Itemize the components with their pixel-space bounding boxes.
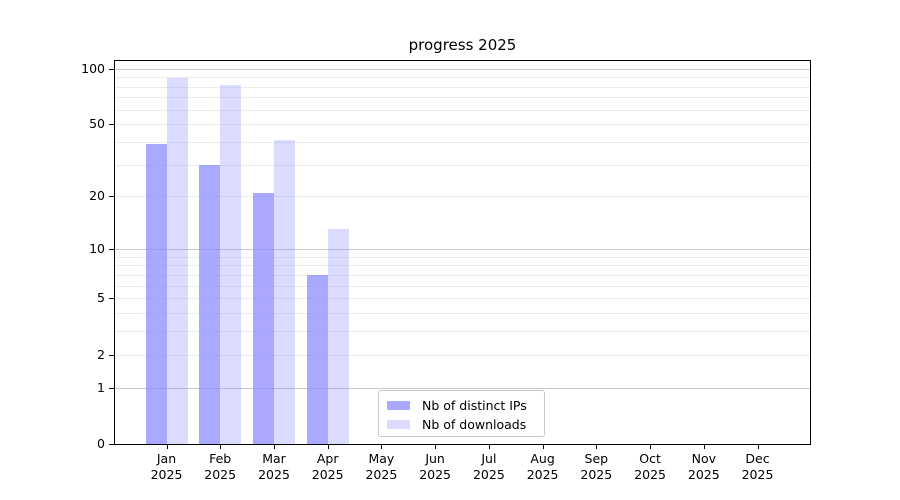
bar-downloads <box>166 78 188 444</box>
x-axis-tick <box>435 445 437 449</box>
x-axis-tick <box>703 445 705 449</box>
minor-gridline <box>115 124 810 126</box>
y-axis-tick <box>109 196 114 198</box>
legend-swatch-distinct-ips-icon <box>387 401 410 410</box>
minor-gridline <box>115 164 810 166</box>
x-axis-tick-label: Jun 2025 <box>419 451 451 482</box>
x-axis-tick <box>381 445 383 449</box>
y-axis-tick <box>109 354 114 356</box>
x-axis-tick-label: Sep 2025 <box>580 451 613 482</box>
legend-item-downloads: Nb of downloads <box>387 415 544 434</box>
y-axis-tick-label: 100 <box>81 60 105 76</box>
legend-label-distinct-ips: Nb of distinct IPs <box>422 398 527 413</box>
x-axis-tick-label: Oct 2025 <box>634 451 666 482</box>
x-axis-tick <box>542 445 544 449</box>
x-axis-tick-label: Aug 2025 <box>526 451 559 482</box>
x-axis-tick <box>274 445 275 449</box>
minor-gridline <box>115 265 810 267</box>
minor-gridline <box>115 196 810 198</box>
minor-gridline <box>115 354 810 356</box>
plot-area <box>114 60 811 445</box>
bar-distinct-ips <box>306 274 328 444</box>
x-axis-tick-label: Jul 2025 <box>472 451 505 482</box>
y-axis-tick-label: 10 <box>89 241 105 256</box>
minor-gridline <box>115 298 810 300</box>
x-axis-tick-label: Apr 2025 <box>311 451 344 482</box>
bar-distinct-ips <box>253 192 274 444</box>
minor-gridline <box>115 274 810 276</box>
minor-gridline <box>115 109 810 111</box>
x-axis-tick-label: Dec 2025 <box>741 451 774 482</box>
legend-swatch-downloads-icon <box>387 420 410 429</box>
minor-gridline <box>115 285 810 287</box>
bar-distinct-ips <box>199 164 221 444</box>
x-axis-tick-label: Nov 2025 <box>687 451 720 482</box>
major-gridline <box>115 68 810 70</box>
x-axis-tick <box>166 445 168 449</box>
x-axis-tick-label: Feb 2025 <box>204 451 237 482</box>
minor-gridline <box>115 86 810 88</box>
x-axis-tick-label: Mar 2025 <box>258 451 290 482</box>
x-axis-tick <box>220 445 222 449</box>
minor-gridline <box>115 313 810 315</box>
x-axis-tick <box>650 445 652 449</box>
y-axis-tick-label: 2 <box>97 346 105 362</box>
bar-distinct-ips <box>145 144 167 444</box>
y-axis-tick <box>109 444 114 445</box>
minor-gridline <box>115 256 810 258</box>
legend: Nb of distinct IPs Nb of downloads <box>378 390 545 437</box>
x-axis-tick <box>327 445 329 449</box>
y-axis-tick <box>109 387 114 389</box>
legend-label-downloads: Nb of downloads <box>422 417 527 432</box>
major-gridline <box>115 387 810 389</box>
x-axis-tick <box>757 445 759 449</box>
x-axis-tick <box>596 445 598 449</box>
y-axis-tick-label: 0 <box>97 436 105 451</box>
chart-title: progress 2025 <box>408 36 517 54</box>
x-axis-tick-label: Jan 2025 <box>150 451 183 482</box>
bar-downloads <box>220 84 242 444</box>
y-axis-tick-label: 1 <box>97 379 105 395</box>
minor-gridline <box>115 331 810 333</box>
y-axis-tick-label: 20 <box>89 188 105 204</box>
x-axis-tick <box>488 445 490 449</box>
minor-gridline <box>115 77 810 79</box>
legend-item-distinct-ips: Nb of distinct IPs <box>387 396 544 415</box>
y-axis-tick-label: 5 <box>97 290 105 306</box>
major-gridline <box>115 249 810 250</box>
y-axis-tick <box>109 249 114 250</box>
x-axis-tick-label: May 2025 <box>365 451 398 482</box>
y-axis-tick <box>109 68 114 70</box>
bar-downloads <box>274 140 295 444</box>
y-axis-tick <box>109 298 114 300</box>
y-axis-tick <box>109 124 114 126</box>
y-axis-tick-label: 50 <box>89 116 105 132</box>
bar-downloads <box>327 229 349 444</box>
minor-gridline <box>115 142 810 143</box>
minor-gridline <box>115 97 810 99</box>
